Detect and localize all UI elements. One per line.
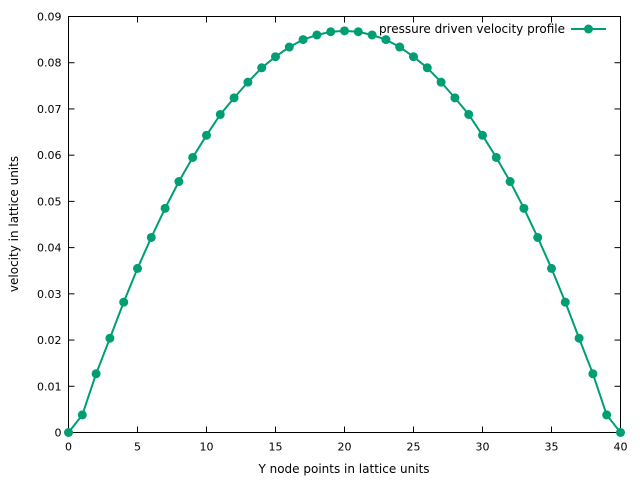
y-tick-label: 0.01 xyxy=(37,380,62,393)
data-point xyxy=(284,42,294,52)
data-point xyxy=(257,63,267,73)
y-tick-label: 0.04 xyxy=(37,242,62,255)
data-point xyxy=(133,263,142,273)
y-tick-label: 0.05 xyxy=(37,195,62,208)
x-tick-label: 20 xyxy=(338,441,352,454)
y-tick-label: 0.02 xyxy=(37,334,62,347)
data-point xyxy=(588,369,598,379)
y-tick-label: 0.07 xyxy=(37,103,62,116)
x-tick-label: 10 xyxy=(200,441,214,454)
data-point xyxy=(312,30,322,40)
data-point xyxy=(202,130,211,140)
data-point xyxy=(174,177,184,187)
x-tick-label: 35 xyxy=(545,441,559,454)
data-point xyxy=(160,203,170,213)
y-tick-label: 0 xyxy=(55,427,62,440)
data-point xyxy=(422,63,432,73)
legend-label: pressure driven velocity profile xyxy=(379,22,565,36)
data-point xyxy=(478,130,487,140)
x-tick-label: 0 xyxy=(65,441,72,454)
plot-frame xyxy=(68,16,621,433)
x-tick-label: 25 xyxy=(407,441,421,454)
data-point xyxy=(119,297,129,307)
data-point xyxy=(519,203,529,213)
legend-marker-swatch xyxy=(584,24,593,34)
y-axis: 0 0.01 0.02 0.03 0.04 0.05 0.06 0.07 0.08 0.09 xyxy=(37,11,621,440)
series-layer xyxy=(64,26,625,437)
x-tick-label: 30 xyxy=(476,441,490,454)
y-tick-label: 0.03 xyxy=(37,288,62,301)
series-line xyxy=(67,29,622,434)
data-point xyxy=(271,52,280,62)
y-axis-title: velocity in lattice units xyxy=(7,156,21,292)
x-tick-label: 40 xyxy=(614,441,628,454)
y-tick-label: 0.08 xyxy=(37,57,62,70)
x-tick-label: 5 xyxy=(134,441,141,454)
data-point xyxy=(188,152,198,162)
data-point xyxy=(533,232,543,242)
data-point xyxy=(547,263,556,273)
x-axis: 0 5 10 15 20 25 30 35 40 xyxy=(65,16,628,454)
data-point xyxy=(381,35,391,45)
legend: pressure driven velocity profile xyxy=(379,22,606,36)
y-tick-label: 0.06 xyxy=(37,149,62,162)
data-point xyxy=(491,152,501,162)
data-point xyxy=(64,428,73,437)
data-point xyxy=(243,77,253,87)
data-point xyxy=(105,333,115,343)
data-point xyxy=(215,109,225,119)
data-point xyxy=(560,297,570,307)
data-point xyxy=(395,42,405,52)
data-point xyxy=(326,27,336,37)
data-point xyxy=(409,52,418,62)
data-point xyxy=(464,109,474,119)
data-point xyxy=(353,27,363,37)
data-point xyxy=(77,410,87,420)
data-point xyxy=(505,177,515,187)
data-point xyxy=(616,428,625,437)
x-axis-title: Y node points in lattice units xyxy=(257,462,429,476)
x-tick-label: 15 xyxy=(269,441,283,454)
data-point xyxy=(229,93,239,103)
data-point xyxy=(602,410,612,420)
data-point xyxy=(146,232,156,242)
data-point xyxy=(91,369,101,379)
data-point xyxy=(436,77,446,87)
data-point xyxy=(298,35,308,45)
y-tick-label: 0.09 xyxy=(37,11,62,24)
data-point xyxy=(574,333,584,343)
data-point xyxy=(450,93,460,103)
data-point xyxy=(367,30,377,40)
data-point xyxy=(340,26,349,36)
